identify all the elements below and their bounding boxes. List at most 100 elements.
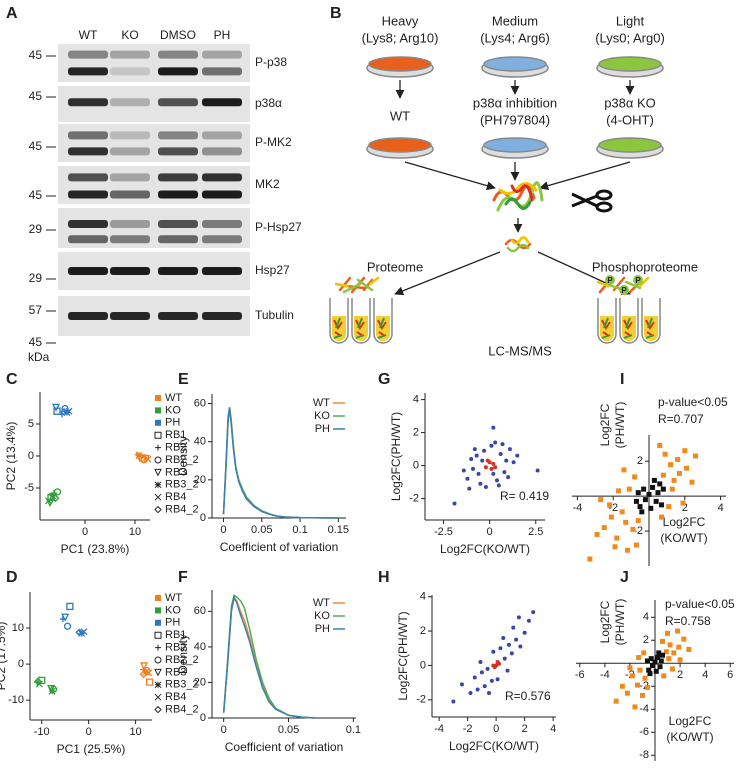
panel-label: A — [6, 5, 18, 22]
y-axis-label: PC2 (13.4%) — [4, 422, 18, 491]
y-tick-label: 2 — [637, 455, 643, 467]
band — [202, 267, 242, 275]
dishes — [366, 56, 664, 159]
y-axis-label: Log2FC(PH/WT) — [396, 611, 410, 700]
point — [661, 673, 667, 679]
panel-label: J — [620, 569, 629, 586]
point — [53, 488, 62, 496]
legend-marker — [154, 656, 162, 664]
x-tick-label: 6 — [727, 669, 733, 681]
tube-content — [377, 317, 387, 339]
y-tick-label: 2 — [420, 625, 426, 637]
point — [666, 504, 672, 510]
point — [479, 670, 484, 675]
legend-label: PH — [315, 423, 330, 435]
point — [689, 479, 695, 485]
label: (Lys4; Arg6) — [480, 30, 550, 45]
annotation: R=0.758 — [665, 614, 711, 628]
legend-label: PH — [165, 417, 180, 429]
x-tick-label: -2 — [608, 502, 618, 514]
point — [675, 628, 681, 634]
point — [483, 465, 488, 470]
density-line — [222, 597, 315, 719]
y-tick-label: -2 — [409, 492, 419, 504]
point — [489, 443, 494, 448]
legend-marker — [155, 444, 161, 451]
label: Heavy — [382, 13, 419, 28]
x-tick-label: 0.15 — [328, 524, 349, 536]
point — [625, 547, 631, 553]
legend-label: WT — [313, 597, 330, 609]
point — [667, 462, 673, 468]
point — [671, 650, 677, 656]
band — [110, 267, 150, 275]
density-line — [222, 594, 315, 719]
x-tick-label: -4 — [434, 723, 444, 735]
marker-label: 45 — [29, 139, 43, 153]
legend-swatch — [155, 419, 161, 426]
point — [144, 455, 152, 463]
protein-label: P-Hsp27 — [255, 220, 302, 234]
band — [202, 190, 242, 199]
point — [476, 471, 481, 476]
point — [504, 458, 509, 463]
band — [158, 147, 198, 156]
y-axis-label: Density — [176, 634, 190, 674]
legend-marker — [154, 468, 162, 477]
point — [472, 447, 477, 452]
point — [642, 675, 648, 681]
point — [624, 690, 630, 696]
point — [681, 636, 687, 642]
point — [514, 637, 519, 642]
band — [202, 67, 242, 76]
chart: F 0 0.05 0.1 0 20 40 60 Coefficient of variation… — [176, 569, 361, 754]
point — [35, 680, 43, 688]
point — [601, 525, 607, 531]
protein-label: P-p38 — [255, 55, 287, 69]
legend-marker — [154, 481, 162, 489]
point — [660, 652, 666, 658]
point — [472, 675, 477, 680]
blot-strip — [58, 124, 250, 162]
y-tick-label: 4 — [413, 394, 419, 406]
y-axis-label: Log2FC — [598, 600, 612, 643]
legend-label: RB1 — [165, 629, 186, 641]
point — [66, 602, 74, 611]
band — [158, 131, 198, 140]
y-tick-label: 0 — [420, 659, 426, 671]
point — [626, 486, 632, 492]
y-tick-label: -2 — [416, 694, 426, 706]
point — [684, 465, 690, 471]
legend-swatch — [155, 607, 161, 614]
y-tick-label: -6 — [639, 726, 649, 738]
blot-panel: A WT KO DMSO PH P-p38 45 p38α 45 P-MK2 45 MK2 45 P-H… — [6, 5, 302, 364]
phospho-sites: P P P — [605, 275, 643, 295]
legend-label: RB4 — [165, 691, 186, 703]
band — [110, 190, 150, 199]
point — [634, 682, 640, 688]
lane-label: DMSO — [160, 28, 196, 42]
point — [648, 505, 654, 511]
band — [202, 147, 242, 156]
point — [45, 497, 52, 505]
point — [505, 668, 510, 673]
band — [202, 50, 242, 59]
point — [686, 646, 692, 652]
legend-label: RB4_2 — [165, 504, 199, 516]
label: Medium — [492, 13, 538, 28]
band — [68, 147, 108, 156]
point — [671, 477, 677, 483]
point — [641, 650, 647, 656]
y-tick-label: 20 — [194, 474, 206, 486]
x-tick-label: 2 — [682, 502, 688, 514]
x-axis-label: Log2FC — [663, 515, 706, 529]
x-axis-label: Log2FC(KO/WT) — [440, 542, 530, 556]
marker-label: 45 — [29, 335, 43, 349]
band — [68, 220, 108, 228]
point — [612, 544, 618, 550]
band — [158, 312, 198, 320]
legend-label: WT — [313, 397, 330, 409]
point — [483, 485, 488, 490]
point — [471, 466, 475, 471]
